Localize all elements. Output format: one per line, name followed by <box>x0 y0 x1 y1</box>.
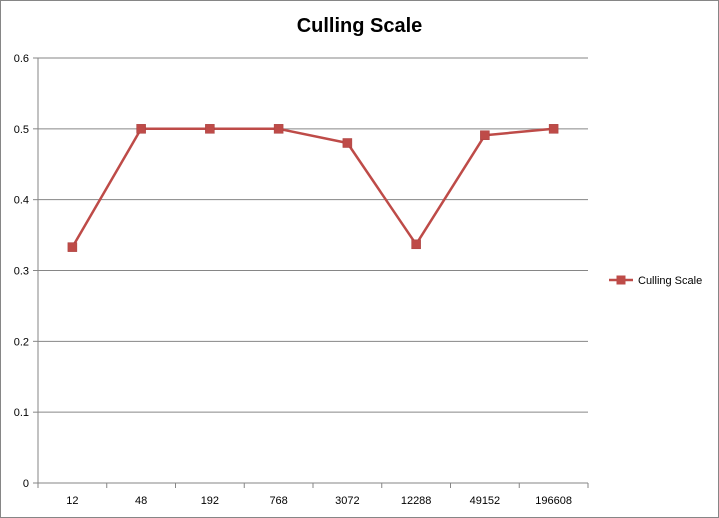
y-tick-label: 0 <box>23 478 29 490</box>
legend-label: Culling Scale <box>638 275 702 287</box>
x-tick-label: 12 <box>66 495 78 507</box>
y-tick-label: 0.2 <box>14 336 29 348</box>
y-tick-label: 0.5 <box>14 124 29 136</box>
data-point <box>548 124 559 134</box>
y-tick-label: 0.6 <box>14 53 29 65</box>
x-tick-label: 192 <box>201 495 219 507</box>
legend-marker <box>616 275 626 285</box>
chart-title: Culling Scale <box>296 15 423 37</box>
series-line <box>71 127 554 248</box>
data-point <box>480 130 490 140</box>
data-point <box>205 124 215 134</box>
data-point <box>342 138 353 148</box>
x-tick-label: 768 <box>269 495 287 507</box>
x-tick-label: 48 <box>135 495 147 507</box>
y-tick-label: 0.4 <box>14 195 29 207</box>
data-point <box>67 242 78 252</box>
x-tick-label: 49152 <box>470 495 501 507</box>
x-tick-label: 196608 <box>535 495 572 507</box>
y-tick-label: 0.1 <box>14 407 29 419</box>
data-point <box>411 239 421 250</box>
x-tick-label: 3072 <box>335 495 359 507</box>
y-tick-label: 0.3 <box>14 266 29 278</box>
x-tick-label: 12288 <box>401 495 432 507</box>
data-point <box>273 124 284 134</box>
data-point <box>136 124 146 134</box>
